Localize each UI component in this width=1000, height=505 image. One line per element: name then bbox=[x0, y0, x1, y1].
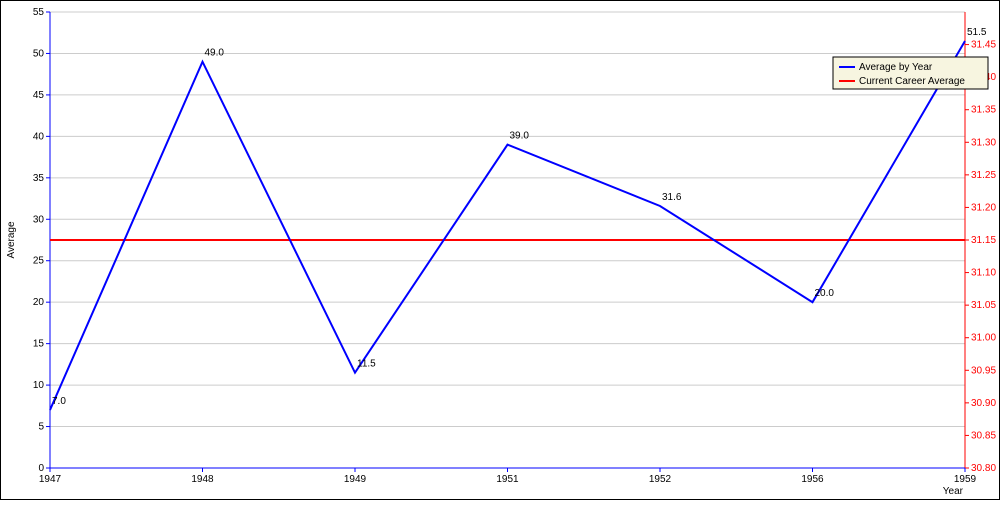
y-left-tick-label: 35 bbox=[33, 173, 45, 184]
y-axis-left-label: Average bbox=[6, 221, 17, 259]
x-tick-label: 1959 bbox=[954, 474, 977, 485]
y-left-tick-label: 5 bbox=[38, 422, 44, 433]
data-label: 39.0 bbox=[510, 131, 530, 142]
y-right-tick-label: 31.25 bbox=[971, 170, 996, 181]
chart-svg: 0 5 10 15 20 25 30 35 40 45 50 55 Average 30.80 30.85 3… bbox=[0, 0, 1000, 500]
y-right-tick-label: 31.05 bbox=[971, 300, 996, 311]
x-tick-label: 1948 bbox=[191, 474, 214, 485]
y-left-tick-label: 20 bbox=[33, 297, 45, 308]
y-left-tick-label: 30 bbox=[33, 214, 45, 225]
y-right-tick-label: 30.95 bbox=[971, 365, 996, 376]
data-label: 31.6 bbox=[662, 192, 682, 203]
legend-label: Current Career Average bbox=[859, 76, 965, 87]
x-tick-label: 1951 bbox=[496, 474, 519, 485]
data-label: 49.0 bbox=[205, 48, 225, 59]
y-right-tick-label: 30.85 bbox=[971, 430, 996, 441]
y-right-tick-label: 31.20 bbox=[971, 202, 996, 213]
y-left-tick-label: 40 bbox=[33, 131, 45, 142]
data-label: 20.0 bbox=[815, 288, 835, 299]
y-right-tick-label: 31.35 bbox=[971, 105, 996, 116]
y-left-tick-label: 15 bbox=[33, 339, 45, 350]
chart-container: 0 5 10 15 20 25 30 35 40 45 50 55 Average 30.80 30.85 3… bbox=[0, 0, 1000, 500]
data-label: 7.0 bbox=[52, 396, 66, 407]
y-left-tick-label: 50 bbox=[33, 48, 45, 59]
y-left-tick-label: 55 bbox=[33, 7, 45, 18]
series-average-by-year bbox=[50, 41, 965, 410]
legend-label: Average by Year bbox=[859, 62, 933, 73]
y-right-tick-label: 30.80 bbox=[971, 463, 996, 474]
y-right-tick-label: 31.30 bbox=[971, 137, 996, 148]
x-tick-label: 1952 bbox=[649, 474, 672, 485]
y-left-tick-label: 25 bbox=[33, 256, 45, 267]
y-right-tick-label: 31.00 bbox=[971, 333, 996, 344]
y-right-tick-label: 31.45 bbox=[971, 40, 996, 51]
data-label: 11.5 bbox=[357, 359, 376, 370]
x-tick-label: 1949 bbox=[344, 474, 367, 485]
y-left-tick-label: 45 bbox=[33, 90, 45, 101]
y-right-tick-label: 31.15 bbox=[971, 235, 996, 246]
y-right-tick-label: 30.90 bbox=[971, 398, 996, 409]
y-left-tick-label: 0 bbox=[38, 463, 44, 474]
x-tick-label: 1956 bbox=[801, 474, 824, 485]
x-tick-label: 1947 bbox=[39, 474, 62, 485]
y-right-tick-label: 31.10 bbox=[971, 268, 996, 279]
data-label: 51.5 bbox=[967, 27, 987, 38]
x-axis-label: Year bbox=[943, 486, 964, 497]
y-left-tick-label: 10 bbox=[33, 380, 45, 391]
